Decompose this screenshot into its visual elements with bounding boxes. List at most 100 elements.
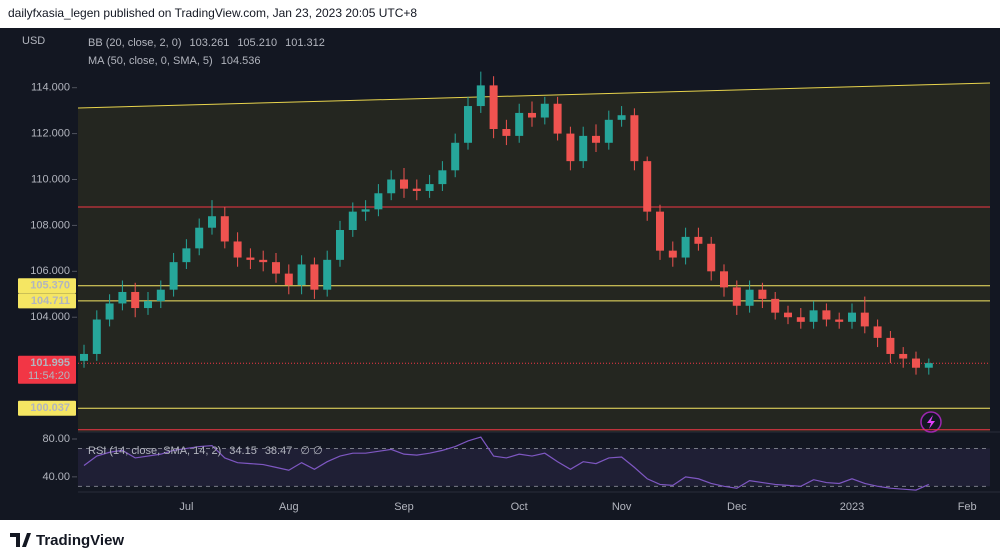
price-label-box — [18, 355, 76, 384]
candle-body — [566, 133, 575, 162]
candle-body — [707, 243, 716, 272]
candle-body — [656, 211, 664, 251]
candle-body — [348, 211, 357, 230]
brand-text: TradingView — [36, 532, 124, 549]
candle-body — [284, 273, 293, 286]
candle-body — [272, 262, 280, 274]
candle-body — [464, 106, 472, 143]
candle-body — [809, 310, 818, 322]
candle-body — [80, 353, 88, 361]
x-tick-label: Feb — [958, 501, 977, 513]
y-tick-label: 104.000 — [30, 311, 70, 323]
candle-body — [118, 291, 127, 304]
candle-body — [425, 184, 434, 191]
candle-body — [310, 264, 319, 290]
chart-background — [0, 28, 1000, 520]
candle-body — [297, 264, 306, 286]
candle-body — [924, 363, 933, 368]
x-tick-label: Sep — [394, 501, 414, 513]
candle-body — [220, 216, 229, 242]
candle-body — [745, 289, 754, 306]
header-text: dailyfxasia_legen published on TradingVi… — [8, 6, 417, 20]
price-label-box — [18, 293, 76, 309]
candle-body — [630, 115, 639, 162]
indicator-readout: 101.312 — [285, 37, 325, 49]
y-tick-label: 110.000 — [31, 173, 70, 185]
candle-body — [169, 262, 178, 290]
price-label: 104.711 — [31, 295, 70, 307]
x-tick-label: Nov — [612, 501, 632, 513]
rsi-tick-label: 80.00 — [42, 433, 70, 445]
candle-body — [553, 103, 562, 134]
candle-body — [540, 103, 549, 118]
rsi-readout: 34.15 — [229, 445, 257, 457]
channel-tint — [78, 83, 990, 432]
candle-body — [451, 142, 460, 171]
y-tick-label: 114.000 — [31, 82, 70, 94]
candle-body — [796, 317, 805, 322]
candle-body — [835, 319, 844, 322]
candle-body — [899, 353, 908, 359]
candle-body — [502, 129, 511, 136]
candle-body — [361, 209, 370, 212]
candle-body — [873, 326, 882, 338]
indicator-readout: 103.261 — [190, 37, 230, 49]
candle-body — [732, 287, 741, 306]
candle-body — [886, 337, 895, 354]
candle-body — [208, 216, 216, 228]
indicator-readout: 105.210 — [237, 37, 277, 49]
brand-logo — [10, 533, 31, 547]
candle-body — [156, 289, 165, 302]
candle-body — [387, 179, 396, 194]
candle-body — [617, 115, 626, 120]
x-tick-label: Jul — [179, 501, 193, 513]
price-label: 100.037 — [30, 402, 70, 414]
candle-body — [259, 259, 268, 263]
candle-body — [720, 271, 728, 288]
candle-body — [848, 312, 856, 322]
footer-bar — [0, 520, 1000, 556]
x-tick-label: Dec — [727, 501, 747, 513]
candle-body — [604, 119, 613, 143]
candle-body — [515, 112, 524, 136]
candle-body — [592, 135, 600, 143]
rsi-line — [83, 436, 930, 491]
candle-body — [860, 312, 869, 327]
candle-body — [131, 291, 140, 309]
candle-body — [323, 259, 332, 290]
candle-body — [694, 236, 703, 244]
candle-body — [336, 230, 344, 260]
x-tick-label: Aug — [279, 501, 299, 513]
y-tick-label: 112.000 — [31, 127, 70, 139]
currency-label: USD — [22, 35, 45, 47]
candle-body — [528, 112, 536, 118]
candle-body — [144, 301, 152, 309]
candle-body — [412, 188, 421, 191]
countdown: 11:54:20 — [28, 370, 70, 382]
candle-body — [643, 161, 652, 212]
rsi-readout: ∅ ∅ — [300, 445, 322, 457]
candle-body — [182, 248, 191, 263]
price-label: 105.370 — [30, 280, 70, 292]
candle-body — [579, 135, 588, 162]
rsi-band — [78, 448, 990, 487]
x-tick-label: Oct — [511, 501, 528, 513]
rsi-name: RSI (14, close, SMA, 14, 2) — [88, 445, 221, 457]
candle-body — [489, 85, 498, 129]
x-tick-label: 2023 — [840, 501, 864, 513]
rsi-readout: 38.47 — [265, 445, 293, 457]
trendline — [77, 82, 991, 109]
candle-body — [822, 310, 831, 320]
indicator-readout: 104.536 — [221, 55, 261, 67]
candle-body — [374, 193, 383, 210]
candle-body — [758, 289, 767, 299]
candle-body — [668, 250, 677, 258]
candle-body — [92, 319, 101, 354]
candle-body — [195, 227, 204, 249]
candle-body — [476, 85, 485, 107]
candle-body — [438, 170, 447, 185]
price-label-box — [18, 400, 76, 416]
y-tick-label: 106.000 — [30, 265, 70, 277]
candle-body — [233, 241, 242, 258]
